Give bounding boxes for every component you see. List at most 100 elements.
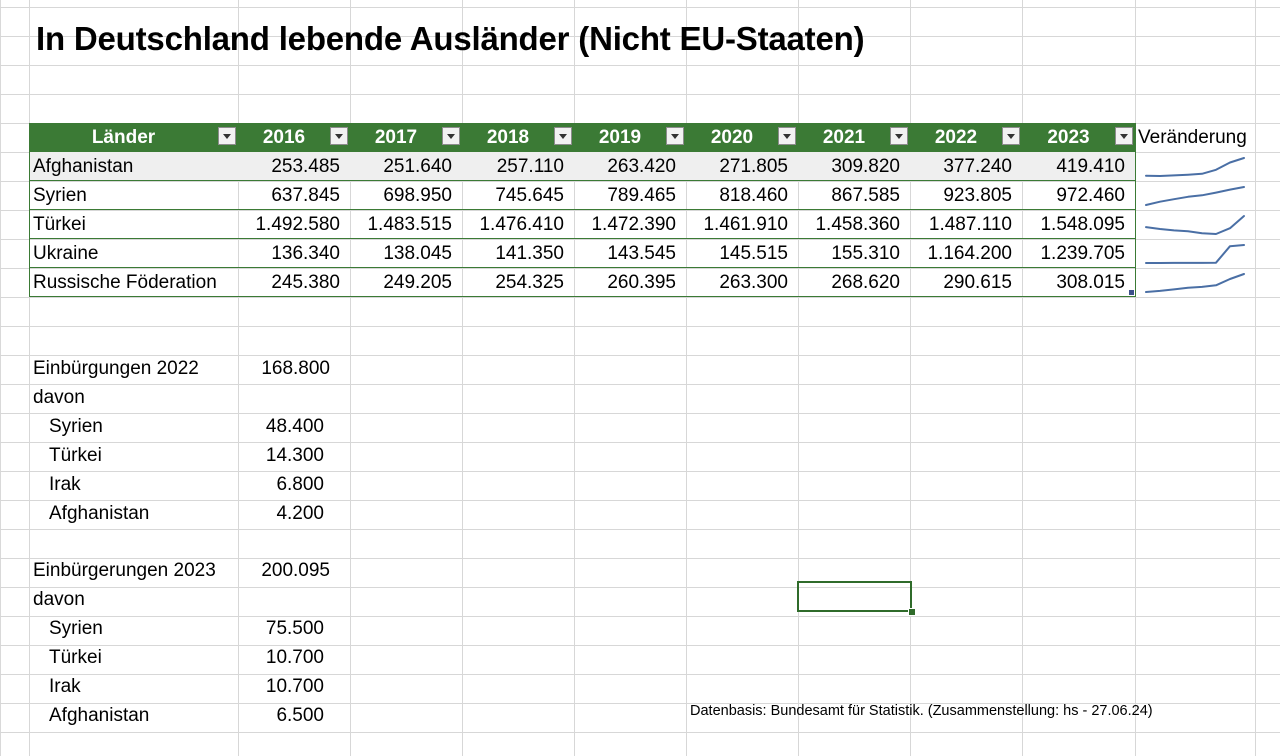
grid-hline <box>0 616 1280 617</box>
value-cell[interactable]: 263.300 <box>719 272 788 293</box>
value-cell[interactable]: 145.515 <box>719 243 788 264</box>
table-resize-handle[interactable] <box>1129 290 1134 295</box>
value-cell[interactable]: 155.310 <box>831 243 900 264</box>
grid-hline <box>0 471 1280 472</box>
filter-dropdown-icon[interactable] <box>554 127 572 145</box>
naturalization-value[interactable]: 48.400 <box>265 416 324 437</box>
header-year: 2017 <box>374 127 418 148</box>
sparkline-line <box>1145 186 1245 206</box>
value-cell[interactable]: 263.420 <box>607 156 676 177</box>
value-cell[interactable]: 251.640 <box>383 156 452 177</box>
naturalization-country[interactable]: Afghanistan <box>49 705 150 726</box>
grid-vline <box>686 0 687 756</box>
row-separator <box>29 238 1136 239</box>
grid-hline <box>0 384 1280 385</box>
grid-vline <box>798 0 799 756</box>
header-year: 2019 <box>598 127 642 148</box>
naturalization-value[interactable]: 4.200 <box>276 503 324 524</box>
value-cell[interactable]: 1.483.515 <box>367 214 452 235</box>
filter-dropdown-icon[interactable] <box>1002 127 1020 145</box>
value-cell[interactable]: 698.950 <box>383 185 452 206</box>
value-cell[interactable]: 141.350 <box>495 243 564 264</box>
grid-vline <box>574 0 575 756</box>
filter-dropdown-icon[interactable] <box>778 127 796 145</box>
value-cell[interactable]: 271.805 <box>719 156 788 177</box>
naturalization-label[interactable]: Einbürgungen 2022 <box>33 358 199 379</box>
value-cell[interactable]: 253.485 <box>271 156 340 177</box>
grid-hline <box>0 94 1280 95</box>
naturalization-total[interactable]: 200.095 <box>261 560 330 581</box>
value-cell[interactable]: 136.340 <box>271 243 340 264</box>
value-cell[interactable]: 308.015 <box>1056 272 1125 293</box>
value-cell[interactable]: 923.805 <box>943 185 1012 206</box>
value-cell[interactable]: 1.239.705 <box>1040 243 1125 264</box>
value-cell[interactable]: 972.460 <box>1056 185 1125 206</box>
value-cell[interactable]: 1.476.410 <box>479 214 564 235</box>
header-year: 2023 <box>1047 127 1090 148</box>
naturalization-country[interactable]: Irak <box>49 676 81 697</box>
value-cell[interactable]: 637.845 <box>271 185 340 206</box>
value-cell[interactable]: 818.460 <box>719 185 788 206</box>
value-cell[interactable]: 257.110 <box>496 156 564 177</box>
value-cell[interactable]: 1.548.095 <box>1040 214 1125 235</box>
value-cell[interactable]: 254.325 <box>495 272 564 293</box>
value-cell[interactable]: 419.410 <box>1056 156 1125 177</box>
country-cell[interactable]: Ukraine <box>33 243 99 264</box>
naturalization-value[interactable]: 10.700 <box>265 676 324 697</box>
sparkline <box>1145 273 1245 293</box>
value-cell[interactable]: 867.585 <box>831 185 900 206</box>
naturalization-value[interactable]: 75.500 <box>265 618 324 639</box>
naturalization-value[interactable]: 6.800 <box>276 474 324 495</box>
davon-label[interactable]: davon <box>33 387 85 408</box>
value-cell[interactable]: 377.240 <box>943 156 1012 177</box>
naturalization-country[interactable]: Türkei <box>49 647 102 668</box>
country-cell[interactable]: Syrien <box>33 185 87 206</box>
naturalization-country[interactable]: Afghanistan <box>49 503 150 524</box>
value-cell[interactable]: 745.645 <box>495 185 564 206</box>
value-cell[interactable]: 260.395 <box>607 272 676 293</box>
value-cell[interactable]: 290.615 <box>943 272 1012 293</box>
naturalization-total[interactable]: 168.800 <box>261 358 330 379</box>
filter-dropdown-icon[interactable] <box>890 127 908 145</box>
value-cell[interactable]: 143.545 <box>607 243 676 264</box>
naturalization-label[interactable]: Einbürgerungen 2023 <box>33 560 216 581</box>
value-cell[interactable]: 1.472.390 <box>591 214 676 235</box>
value-cell[interactable]: 268.620 <box>831 272 900 293</box>
row-separator <box>29 180 1136 181</box>
grid-hline <box>0 529 1280 530</box>
filter-dropdown-icon[interactable] <box>666 127 684 145</box>
grid-vline <box>1022 0 1023 756</box>
filter-dropdown-icon[interactable] <box>330 127 348 145</box>
value-cell[interactable]: 1.458.360 <box>815 214 900 235</box>
grid-hline <box>0 558 1280 559</box>
sparkline-line <box>1145 215 1245 235</box>
filter-dropdown-icon[interactable] <box>1115 127 1133 145</box>
selected-cell[interactable] <box>797 581 912 612</box>
naturalization-country[interactable]: Irak <box>49 474 81 495</box>
fill-handle[interactable] <box>908 608 916 616</box>
country-cell[interactable]: Russische Föderation <box>33 272 217 293</box>
grid-hline <box>0 297 1280 298</box>
filter-dropdown-icon[interactable] <box>442 127 460 145</box>
naturalization-country[interactable]: Türkei <box>49 445 102 466</box>
header-year: 2021 <box>822 127 866 148</box>
filter-dropdown-icon[interactable] <box>218 127 236 145</box>
naturalization-value[interactable]: 14.300 <box>265 445 324 466</box>
value-cell[interactable]: 1.487.110 <box>928 214 1012 235</box>
value-cell[interactable]: 309.820 <box>831 156 900 177</box>
value-cell[interactable]: 245.380 <box>271 272 340 293</box>
naturalization-country[interactable]: Syrien <box>49 416 103 437</box>
value-cell[interactable]: 1.492.580 <box>255 214 340 235</box>
country-cell[interactable]: Afghanistan <box>33 156 134 177</box>
sparkline-line <box>1145 273 1245 293</box>
value-cell[interactable]: 789.465 <box>607 185 676 206</box>
country-cell[interactable]: Türkei <box>33 214 86 235</box>
naturalization-country[interactable]: Syrien <box>49 618 103 639</box>
naturalization-value[interactable]: 10.700 <box>265 647 324 668</box>
davon-label[interactable]: davon <box>33 589 85 610</box>
value-cell[interactable]: 249.205 <box>383 272 452 293</box>
value-cell[interactable]: 1.461.910 <box>703 214 788 235</box>
naturalization-value[interactable]: 6.500 <box>276 705 324 726</box>
value-cell[interactable]: 138.045 <box>383 243 452 264</box>
value-cell[interactable]: 1.164.200 <box>927 243 1012 264</box>
